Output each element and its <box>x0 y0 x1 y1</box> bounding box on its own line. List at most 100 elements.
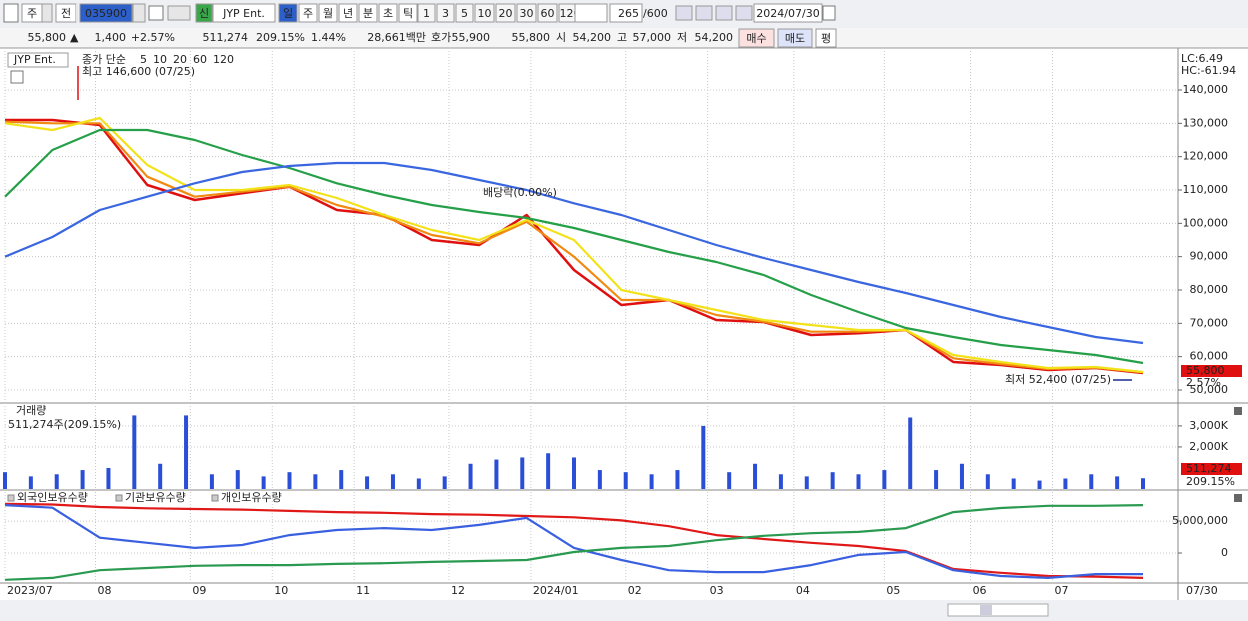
count-box[interactable] <box>609 3 643 23</box>
volume-bar <box>959 463 964 489</box>
button-label[interactable]: 3 <box>442 7 449 20</box>
quote-ask: 55,900 <box>452 31 491 44</box>
button-label[interactable]: 2024/07/30 <box>756 7 819 20</box>
button-label[interactable]: 1 <box>423 7 430 20</box>
sound-icon[interactable] <box>167 5 191 21</box>
button[interactable] <box>318 3 338 23</box>
button[interactable] <box>417 3 436 23</box>
panel-icon[interactable] <box>10 70 24 84</box>
legend-label: 종가 단순 <box>82 53 126 66</box>
x-tick-label: 06 <box>973 584 987 597</box>
quote-low-label: 저 <box>677 31 687 44</box>
x-tick-label: 05 <box>886 584 900 597</box>
button-label[interactable]: 평 <box>821 32 831 45</box>
dropdown[interactable] <box>41 3 53 23</box>
volume-bar <box>908 417 913 489</box>
volume-bar <box>934 470 939 489</box>
search-icon[interactable] <box>148 5 164 21</box>
volume-bar <box>209 474 214 489</box>
button[interactable] <box>777 28 813 48</box>
dropdown[interactable] <box>574 3 608 23</box>
volume-bar <box>753 463 758 489</box>
button[interactable] <box>212 3 276 23</box>
button-label[interactable]: JYP Ent. <box>222 7 265 20</box>
tool-icon[interactable] <box>715 5 733 21</box>
scroll-thumb[interactable] <box>980 605 992 615</box>
button[interactable] <box>378 3 398 23</box>
volume-bar <box>416 478 421 489</box>
button[interactable] <box>79 3 133 23</box>
button[interactable] <box>278 3 298 23</box>
button-label[interactable]: 20 <box>499 7 513 20</box>
button-label[interactable]: 년 <box>343 7 353 20</box>
scrollbar[interactable] <box>0 600 1248 621</box>
y-tick-label: 70,000 <box>1190 316 1229 329</box>
x-tick-label: 08 <box>98 584 112 597</box>
button[interactable] <box>398 3 418 23</box>
button-label[interactable]: 10 <box>478 7 492 20</box>
volume-bar <box>804 476 809 489</box>
button-label[interactable]: 월 <box>323 7 333 20</box>
button[interactable] <box>815 28 837 48</box>
panel-subtitle: 511,274주(209.15%) <box>8 418 121 431</box>
button-label[interactable]: 일 <box>283 6 293 20</box>
button[interactable] <box>455 3 474 23</box>
volume-bar <box>80 470 85 489</box>
button[interactable] <box>495 3 516 23</box>
button-label[interactable]: 신 <box>199 7 209 20</box>
button-label[interactable]: 60 <box>541 7 555 20</box>
volume-bar <box>235 470 240 489</box>
volume-bar <box>494 459 499 489</box>
tool-icon[interactable] <box>695 5 713 21</box>
legend-entry: 20 <box>173 53 187 66</box>
volume-bar <box>985 474 990 489</box>
button-label[interactable]: 전 <box>61 7 71 20</box>
last-volume: 511,274 <box>1186 462 1232 475</box>
button-label[interactable]: 5 <box>461 7 468 20</box>
button-label[interactable]: 초 <box>383 7 393 20</box>
button[interactable] <box>195 3 213 23</box>
calendar-icon[interactable] <box>822 5 836 21</box>
button-label[interactable]: 매도 <box>785 32 805 45</box>
button[interactable] <box>338 3 358 23</box>
button[interactable] <box>537 3 558 23</box>
scroll-track[interactable] <box>947 603 1049 617</box>
dropdown[interactable] <box>76 4 78 22</box>
quote-volume: 511,274 <box>203 31 249 44</box>
y-tick-label: 120,000 <box>1183 150 1229 163</box>
volume-bar <box>830 472 835 489</box>
button[interactable] <box>298 3 318 23</box>
quote-change-pct: +2.57% <box>131 31 175 44</box>
button[interactable] <box>436 3 455 23</box>
button-label[interactable]: 주 <box>27 7 37 20</box>
button-label[interactable]: 035900 <box>85 7 127 20</box>
y-tick-label: 80,000 <box>1190 283 1229 296</box>
volume-bar <box>727 472 732 489</box>
button[interactable] <box>738 28 775 48</box>
volume-bar <box>313 474 318 489</box>
tool-icon[interactable] <box>675 5 693 21</box>
y-tick-label: 0 <box>1221 546 1228 559</box>
button[interactable] <box>358 3 378 23</box>
legend-entry: 120 <box>213 53 234 66</box>
button-label[interactable]: 매수 <box>746 32 766 45</box>
button[interactable] <box>516 3 537 23</box>
chart-title: JYP Ent. <box>13 53 56 66</box>
button-label[interactable]: 주 <box>303 7 313 20</box>
close-icon[interactable] <box>1234 407 1242 415</box>
button-label[interactable]: 30 <box>520 7 534 20</box>
count: 265 <box>618 7 639 20</box>
quote-bid: 55,800 <box>512 31 551 44</box>
y-tick-label: 5,000,000 <box>1172 514 1228 527</box>
close-icon[interactable] <box>1234 494 1242 502</box>
menu-icon[interactable] <box>3 3 19 23</box>
button[interactable] <box>474 3 495 23</box>
volume-bar <box>158 463 163 489</box>
tool-icon[interactable] <box>735 5 753 21</box>
button-label[interactable]: 분 <box>363 7 373 20</box>
button[interactable] <box>753 3 823 23</box>
button-label[interactable]: 틱 <box>403 7 413 20</box>
dropdown[interactable] <box>132 3 146 23</box>
quote-change: 1,400 <box>95 31 127 44</box>
